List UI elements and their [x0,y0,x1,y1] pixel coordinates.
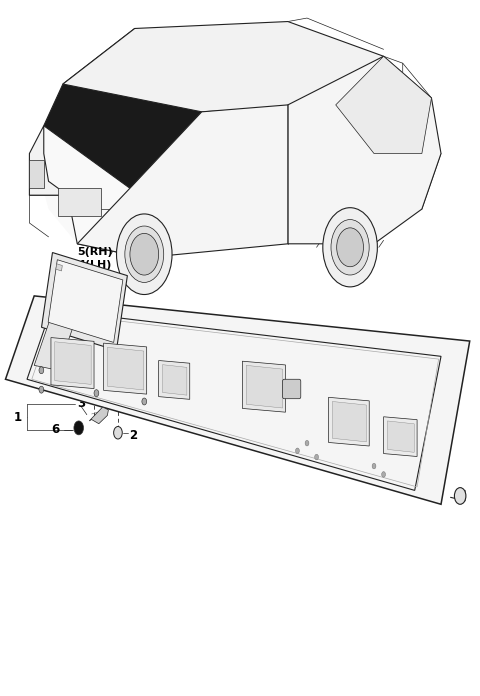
Polygon shape [63,22,384,112]
Polygon shape [56,264,62,271]
Circle shape [305,441,309,446]
FancyBboxPatch shape [283,379,301,399]
Circle shape [117,214,172,294]
Polygon shape [44,29,202,188]
Circle shape [382,472,385,477]
Polygon shape [387,421,414,452]
Polygon shape [288,56,441,244]
Polygon shape [51,338,94,388]
Circle shape [39,367,44,374]
Text: 7: 7 [291,370,300,382]
Circle shape [74,421,84,435]
Polygon shape [162,365,187,395]
Polygon shape [246,365,283,408]
Polygon shape [42,253,127,350]
Circle shape [125,226,164,283]
Circle shape [372,464,376,469]
Circle shape [142,398,147,405]
Text: 2: 2 [129,429,137,442]
Polygon shape [89,407,108,424]
Polygon shape [328,397,369,446]
Polygon shape [108,347,144,390]
Polygon shape [29,161,44,188]
Polygon shape [242,361,286,412]
Polygon shape [34,317,75,370]
Circle shape [296,448,300,454]
Circle shape [114,427,122,439]
Text: 6: 6 [51,423,59,436]
Circle shape [315,454,319,460]
Circle shape [94,390,99,397]
Text: 4(LH): 4(LH) [77,260,112,269]
Polygon shape [384,417,417,457]
Polygon shape [336,56,432,154]
Text: 5(RH): 5(RH) [77,247,113,257]
Circle shape [130,233,158,275]
Text: 1: 1 [14,411,22,424]
Polygon shape [58,188,101,216]
Polygon shape [29,22,441,258]
Polygon shape [5,296,470,505]
Text: 3: 3 [77,397,85,410]
Polygon shape [48,260,123,342]
Circle shape [455,488,466,505]
Polygon shape [77,105,288,258]
Circle shape [323,207,377,287]
Circle shape [331,219,369,275]
Polygon shape [29,126,68,195]
Circle shape [39,386,44,393]
Polygon shape [332,402,366,442]
Circle shape [336,228,363,267]
Polygon shape [158,361,190,400]
Polygon shape [104,343,147,394]
Polygon shape [55,342,91,384]
